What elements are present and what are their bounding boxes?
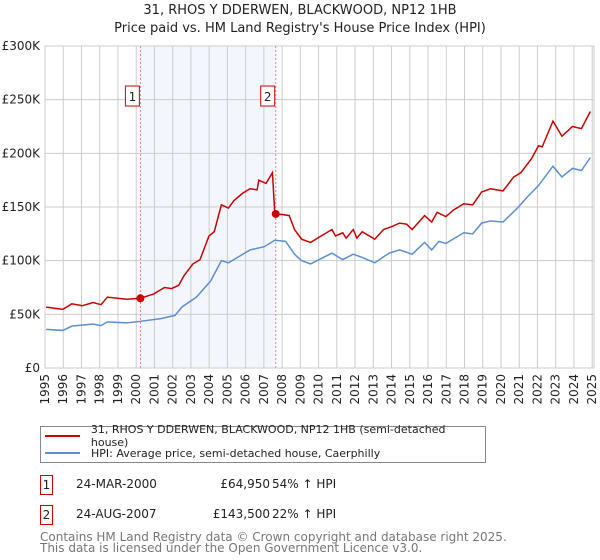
sale-point — [271, 209, 280, 218]
x-tick-label: 2013 — [366, 374, 380, 405]
x-tick-label: 2024 — [567, 374, 581, 405]
x-tick-label: 1996 — [56, 374, 70, 405]
legend-item-hpi: HPI: Average price, semi-detached house,… — [41, 445, 380, 461]
x-tick-label: 2019 — [476, 374, 490, 405]
legend-swatch-red — [45, 435, 80, 437]
sale-label-box — [124, 85, 140, 107]
x-tick-label: 2018 — [458, 374, 472, 405]
x-tick-label: 2007 — [257, 374, 271, 405]
transaction-date: 24-AUG-2007 — [76, 507, 157, 521]
y-tick-label: £50K — [9, 307, 41, 321]
property-price-line — [45, 111, 592, 311]
legend-label: HPI: Average price, semi-detached house,… — [91, 446, 381, 460]
footer-copyright: Contains HM Land Registry data © Crown c… — [40, 530, 507, 544]
transaction-badge: 1 — [40, 475, 53, 495]
y-tick-label: £0 — [25, 361, 40, 375]
x-tick-label: 2023 — [549, 374, 563, 405]
x-tick-label: 2020 — [494, 374, 508, 405]
sale-label: 1 — [129, 90, 137, 104]
y-tick-label: £100K — [2, 254, 42, 268]
x-tick-label: 2009 — [293, 374, 307, 405]
x-tick-label: 2006 — [239, 374, 253, 405]
y-tick-label: £200K — [2, 146, 42, 160]
price-chart: £0 £50K £100K £150K £200K £250K £300K 1995 1996 1… — [2, 39, 600, 405]
footer-licence: This data is licensed under the Open Gov… — [40, 541, 423, 555]
x-tick-label: 1997 — [74, 374, 88, 405]
sale-point — [136, 294, 145, 303]
x-tick-label: 1995 — [38, 374, 52, 405]
plot-frame — [44, 45, 595, 369]
x-tick-label: 2003 — [184, 374, 198, 405]
transaction-hpi: 54% ↑ HPI — [272, 477, 337, 491]
x-tick-label: 2005 — [220, 374, 234, 405]
x-tick-label: 2014 — [385, 374, 399, 405]
sale-label: 2 — [264, 90, 272, 104]
x-tick-label: 2017 — [439, 374, 453, 405]
x-tick-label: 2002 — [166, 374, 180, 405]
y-tick-label: £250K — [2, 93, 42, 107]
x-tick-label: 2015 — [403, 374, 417, 405]
x-tick-label: 2011 — [330, 374, 344, 405]
legend-label: 31, RHOS Y DDERWEN, BLACKWOOD, NP12 1HB … — [90, 423, 446, 449]
y-tick-label: £300K — [2, 39, 42, 53]
x-tick-label: 2010 — [312, 374, 326, 405]
x-tick-label: 1999 — [111, 374, 125, 405]
x-tick-label: 2004 — [202, 374, 216, 405]
x-tick-label: 1998 — [93, 374, 107, 405]
y-tick-label: £150K — [2, 200, 42, 214]
x-tick-label: 2025 — [585, 374, 599, 405]
x-tick-label: 2012 — [348, 374, 362, 405]
x-tick-label: 2008 — [275, 374, 289, 405]
transaction-hpi: 22% ↑ HPI — [272, 507, 337, 521]
transaction-date: 24-MAR-2000 — [76, 477, 157, 491]
legend-swatch-blue — [45, 452, 80, 454]
legend: 31, RHOS Y DDERWEN, BLACKWOOD, NP12 1HB … — [40, 423, 486, 463]
sale-label-box — [260, 85, 276, 107]
transaction-price: £143,500 — [212, 507, 270, 521]
x-tick-label: 2021 — [512, 374, 526, 405]
x-tick-label: 2016 — [421, 374, 435, 405]
x-tick-label: 2001 — [147, 374, 161, 405]
transaction-badge: 2 — [40, 505, 53, 525]
transaction-price: £64,950 — [220, 477, 270, 491]
legend-item-property: 31, RHOS Y DDERWEN, BLACKWOOD, NP12 1HB … — [41, 423, 485, 449]
x-tick-label: 2022 — [530, 374, 544, 405]
x-tick-label: 2000 — [129, 374, 143, 405]
chart-subtitle: Price paid vs. HM Land Registry's House … — [114, 21, 486, 36]
hpi-line — [46, 157, 591, 332]
chart-title: 31, RHOS Y DDERWEN, BLACKWOOD, NP12 1HB — [143, 3, 457, 18]
